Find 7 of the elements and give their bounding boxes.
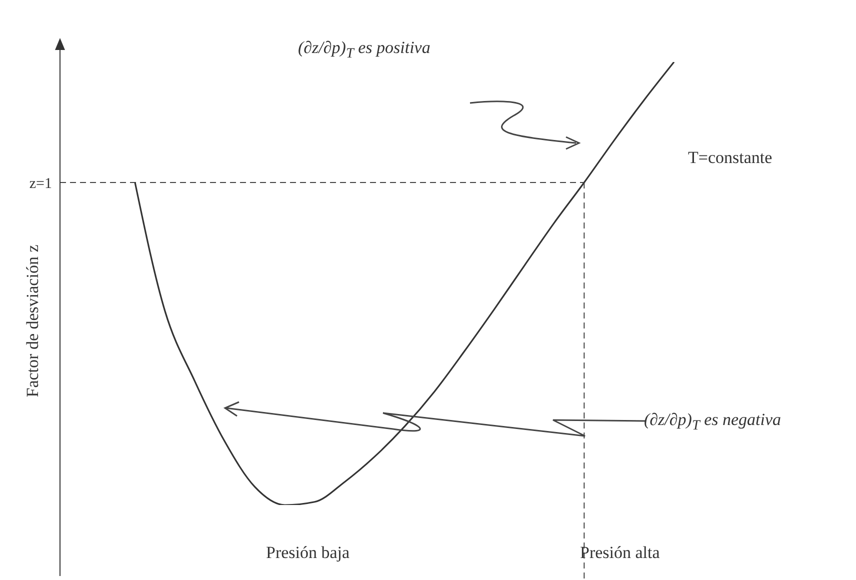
text: Presión alta (580, 543, 660, 563)
text: (∂z/∂p)$_{T}$ es positiva (298, 38, 430, 62)
annotation: T=constante (688, 148, 772, 168)
annotation: (∂z/∂p)$_{T}$ es negativa (644, 410, 782, 434)
ref-line-label: z=1 (29, 176, 52, 192)
y-axis-title: Factor de desviación z (23, 244, 42, 398)
text: Presión baja (266, 543, 350, 563)
